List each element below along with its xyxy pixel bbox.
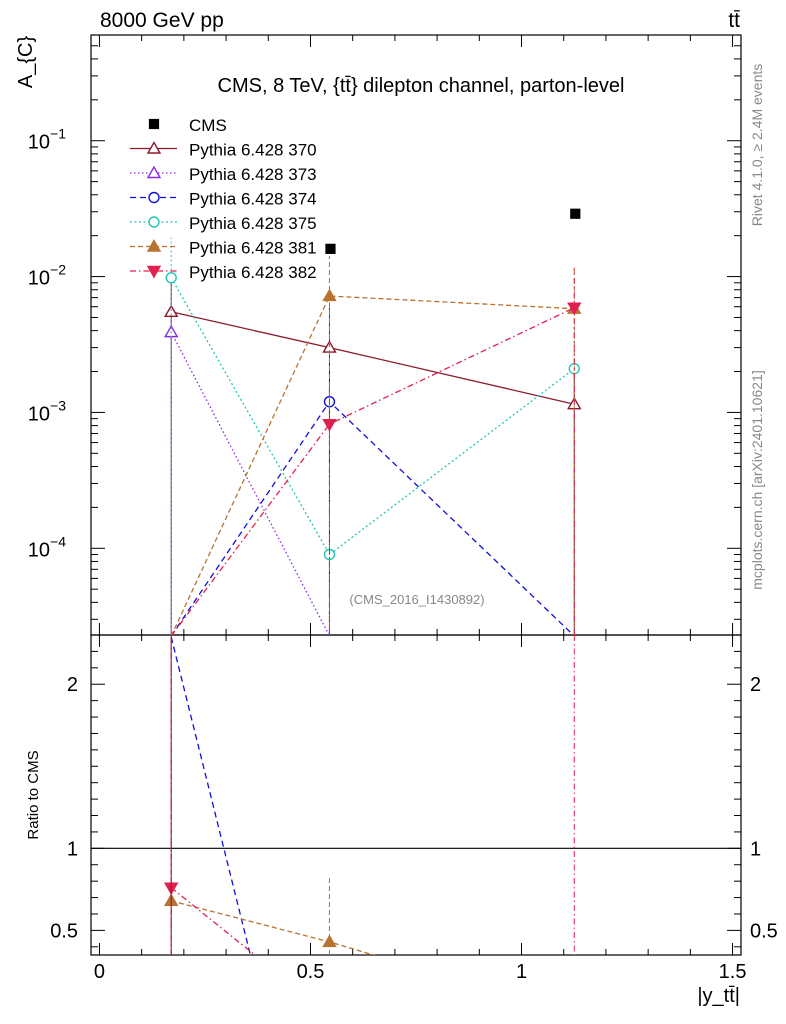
ratio-tick-label-left: 0.5 <box>50 920 78 942</box>
legend-label-0: Pythia 6.428 370 <box>189 141 317 160</box>
legend-marker-1 <box>146 165 162 179</box>
x-tick-label: 0.5 <box>297 961 325 983</box>
y-tick-label: 10−4 <box>28 533 66 561</box>
ratio-tick-label-right: 0.5 <box>750 920 778 942</box>
series-point-5 <box>322 418 337 432</box>
legend-entry-4: Pythia 6.428 381 <box>130 239 317 258</box>
legend-label-1: Pythia 6.428 373 <box>189 165 317 184</box>
legend-entry-5: Pythia 6.428 382 <box>130 263 317 282</box>
ratio-tick-label-left: 1 <box>67 838 78 860</box>
y-tick-exponent: −3 <box>50 397 66 413</box>
ratio-tick-label-right: 1 <box>750 838 761 860</box>
x-axis-label: |y_tt̄| <box>697 985 740 1007</box>
series-point-5 <box>567 302 582 316</box>
legend-marker-5 <box>146 265 162 279</box>
legend-label-cms: CMS <box>189 116 227 135</box>
ratio-line-4 <box>171 900 376 955</box>
rivet-version-label: Rivet 4.1.0, ≥ 2.4M events <box>749 64 765 227</box>
x-tick-label: 1.5 <box>719 961 747 983</box>
ratio-tick-label-left: 2 <box>67 674 78 696</box>
series-layer <box>163 208 582 635</box>
cms-data-point <box>325 243 336 254</box>
series-line-0 <box>171 311 575 405</box>
legend-entry-2: Pythia 6.428 374 <box>130 190 317 209</box>
legend-entry-0: Pythia 6.428 370 <box>130 141 317 160</box>
series-point-0 <box>163 304 179 318</box>
plot-title: CMS, 8 TeV, {tt̄} dilepton channel, part… <box>218 75 625 97</box>
ratio-axis-label-group: Ratio to CMS <box>25 750 42 839</box>
legend-label-3: Pythia 6.428 375 <box>189 214 317 233</box>
process-label: tt̄ <box>728 9 740 32</box>
legend-entry-1: Pythia 6.428 373 <box>130 165 317 184</box>
y-tick-exponent: −4 <box>50 533 66 549</box>
legend-marker-0 <box>146 141 162 154</box>
series-point-4 <box>322 288 337 302</box>
series-line-3 <box>170 277 575 556</box>
ratio-line-2 <box>170 636 252 955</box>
legend-marker-2 <box>148 191 160 204</box>
axis-ticks: 0 0.5 1 1.5 10−4 10−3 10−2 10−1 0.5 0.5 1 1 2 2 <box>28 35 778 983</box>
cms-data-point <box>570 208 581 219</box>
legend: CMS Pythia 6.428 370 Pythia 6.428 373 Pythi… <box>130 116 317 282</box>
y-tick-label: 10−1 <box>28 126 66 154</box>
y-axis-label: A_{C} <box>15 36 37 89</box>
ratio-line-5 <box>170 887 256 955</box>
legend-marker-4 <box>146 239 162 252</box>
legend-entry-cms: CMS <box>148 116 227 135</box>
y-tick-exponent: −2 <box>50 262 66 278</box>
series-point-3 <box>165 272 177 284</box>
legend-marker-3 <box>148 216 160 228</box>
ratio-tick-label-right: 2 <box>750 674 761 696</box>
legend-marker-cms <box>148 118 160 130</box>
ratio-axis-label: Ratio to CMS <box>25 750 42 839</box>
series-line-4 <box>170 295 575 635</box>
ratio-plot-frame <box>90 634 742 956</box>
analysis-tag: (CMS_2016_I1430892) <box>349 592 484 607</box>
mcplots-credit-label: mcplots.cern.ch [arXiv:2401.10621] <box>749 370 765 589</box>
y-tick-exponent: −1 <box>50 126 66 142</box>
series-line-1 <box>170 331 330 635</box>
legend-entry-3: Pythia 6.428 375 <box>130 214 317 233</box>
legend-label-2: Pythia 6.428 374 <box>189 190 317 209</box>
x-tick-label: 0 <box>94 961 105 983</box>
legend-label-5: Pythia 6.428 382 <box>189 263 317 282</box>
y-tick-label: 10−3 <box>28 397 66 425</box>
y-axis-label-group: A_{C} <box>15 36 37 89</box>
ratio-point-4 <box>322 934 337 948</box>
y-tick-label: 10−2 <box>28 262 66 290</box>
ratio-layer <box>163 635 575 955</box>
legend-label-4: Pythia 6.428 381 <box>189 239 317 258</box>
x-tick-label: 1 <box>516 961 527 983</box>
beam-energy-label: 8000 GeV pp <box>100 9 224 32</box>
